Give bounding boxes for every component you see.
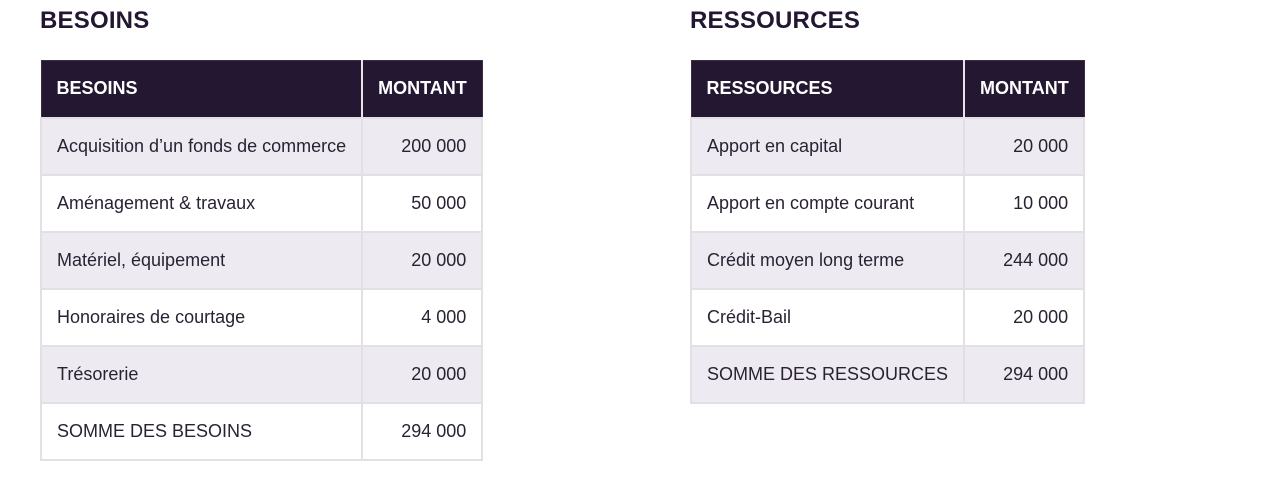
- table-row: Aménagement & travaux 50 000: [39, 173, 484, 233]
- ressources-table: RESSOURCES MONTANT Apport en capital 20 …: [689, 60, 1086, 404]
- total-row: SOMME DES RESSOURCES 294 000: [689, 344, 1086, 404]
- column-header-ressources: RESSOURCES: [690, 60, 966, 118]
- table-row: Apport en compte courant 10 000: [689, 173, 1086, 233]
- table-row: Crédit-Bail 20 000: [689, 287, 1086, 347]
- row-amount: 20 000: [361, 230, 484, 290]
- total-amount: 294 000: [361, 401, 484, 461]
- total-row: SOMME DES BESOINS 294 000: [39, 401, 484, 461]
- total-label: SOMME DES RESSOURCES: [689, 344, 966, 404]
- row-amount: 10 000: [963, 173, 1086, 233]
- row-label: Aménagement & travaux: [39, 173, 364, 233]
- row-label: Acquisition d’un fonds de commerce: [39, 116, 364, 176]
- row-amount: 244 000: [963, 230, 1086, 290]
- table-header-row: RESSOURCES MONTANT: [690, 60, 1085, 118]
- row-label: Matériel, équipement: [39, 230, 364, 290]
- row-amount: 200 000: [361, 116, 484, 176]
- column-header-montant: MONTANT: [361, 60, 483, 118]
- row-label: Apport en compte courant: [689, 173, 966, 233]
- besoins-table: BESOINS MONTANT Acquisition d’un fonds d…: [39, 60, 484, 461]
- table-row: Apport en capital 20 000: [689, 116, 1086, 176]
- row-amount: 20 000: [963, 116, 1086, 176]
- total-amount: 294 000: [963, 344, 1086, 404]
- table-row: Matériel, équipement 20 000: [39, 230, 484, 290]
- table-row: Honoraires de courtage 4 000: [39, 287, 484, 347]
- row-amount: 4 000: [361, 287, 484, 347]
- table-row: Acquisition d’un fonds de commerce 200 0…: [39, 116, 484, 176]
- row-label: Honoraires de courtage: [39, 287, 364, 347]
- row-label: Crédit moyen long terme: [689, 230, 966, 290]
- column-header-montant: MONTANT: [963, 60, 1085, 118]
- besoins-title: BESOINS: [40, 7, 150, 34]
- row-amount: 20 000: [361, 344, 484, 404]
- total-label: SOMME DES BESOINS: [39, 401, 364, 461]
- table-header-row: BESOINS MONTANT: [40, 60, 483, 118]
- column-header-besoins: BESOINS: [40, 60, 364, 118]
- row-label: Crédit-Bail: [689, 287, 966, 347]
- row-amount: 50 000: [361, 173, 484, 233]
- row-amount: 20 000: [963, 287, 1086, 347]
- row-label: Trésorerie: [39, 344, 364, 404]
- table-row: Trésorerie 20 000: [39, 344, 484, 404]
- row-label: Apport en capital: [689, 116, 966, 176]
- table-row: Crédit moyen long terme 244 000: [689, 230, 1086, 290]
- ressources-title: RESSOURCES: [690, 7, 861, 34]
